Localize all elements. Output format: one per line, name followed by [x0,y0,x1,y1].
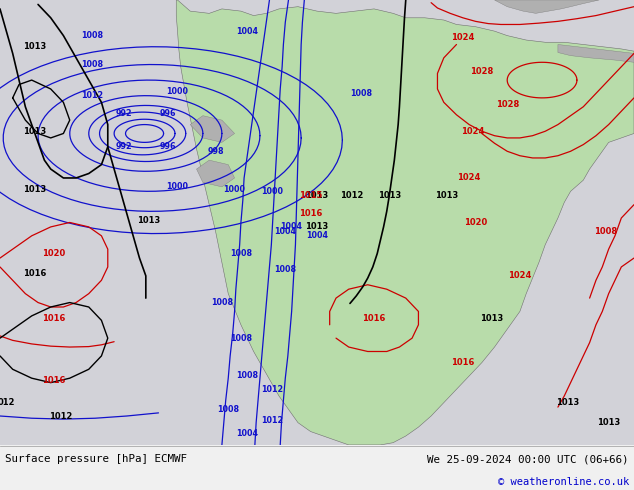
Text: 1012: 1012 [49,412,72,420]
Text: 1008: 1008 [351,89,372,98]
Text: 992: 992 [115,109,132,118]
Polygon shape [495,0,599,13]
Text: 1013: 1013 [23,185,46,194]
Text: 1013: 1013 [306,222,328,231]
Text: 1000: 1000 [224,185,245,194]
Text: 1013: 1013 [556,398,579,407]
Polygon shape [197,160,235,187]
Text: 1020: 1020 [42,249,65,258]
Text: 1000: 1000 [167,87,188,96]
Text: 1004: 1004 [306,231,328,240]
Text: 1008: 1008 [230,249,252,258]
Text: 1016: 1016 [451,358,474,367]
Text: 1008: 1008 [217,405,239,414]
Text: 996: 996 [160,109,176,118]
Text: 1024: 1024 [461,127,484,136]
Text: 1012: 1012 [81,91,103,100]
Text: 1013: 1013 [480,314,503,322]
Text: 1000: 1000 [167,182,188,192]
Text: 1013: 1013 [378,191,401,200]
Text: 1016: 1016 [23,269,46,278]
Text: 1012: 1012 [262,416,283,425]
Text: 1013: 1013 [306,191,328,200]
Text: 1024: 1024 [458,173,481,182]
Text: 1004: 1004 [236,26,258,36]
Text: 1016: 1016 [299,209,322,218]
Text: 1012: 1012 [340,191,363,200]
Text: 1013: 1013 [23,127,46,136]
Text: 1008: 1008 [211,298,233,307]
Text: 1024: 1024 [508,271,531,280]
Polygon shape [176,0,634,445]
Text: 1008: 1008 [230,334,252,343]
Text: 1024: 1024 [451,33,474,42]
Text: 992: 992 [115,142,132,151]
Text: 1016: 1016 [42,314,65,322]
Text: 1013: 1013 [436,191,458,200]
Polygon shape [190,116,235,143]
Text: 1013: 1013 [597,418,620,427]
Text: 1008: 1008 [275,265,296,274]
Text: 996: 996 [160,142,176,151]
Text: 1008: 1008 [81,60,103,69]
Text: 1020: 1020 [464,218,487,227]
Text: 1004: 1004 [281,222,302,231]
Text: 1015: 1015 [299,191,322,200]
Text: © weatheronline.co.uk: © weatheronline.co.uk [498,477,629,487]
Text: 1012: 1012 [262,385,283,394]
Text: 1004: 1004 [236,429,258,438]
Text: 1013: 1013 [138,216,160,225]
Text: 1008: 1008 [236,371,258,380]
Text: 1028: 1028 [496,100,519,109]
Text: 012: 012 [0,398,15,407]
Text: 998: 998 [207,147,224,156]
Text: Surface pressure [hPa] ECMWF: Surface pressure [hPa] ECMWF [5,454,187,465]
Text: 1016: 1016 [42,376,65,385]
Text: 1008: 1008 [81,31,103,40]
Text: We 25-09-2024 00:00 UTC (06+66): We 25-09-2024 00:00 UTC (06+66) [427,454,629,465]
Polygon shape [558,45,634,62]
Text: 1013: 1013 [23,42,46,51]
Text: 1008: 1008 [594,227,617,236]
Text: 1000: 1000 [262,187,283,196]
Text: 1016: 1016 [363,314,385,322]
Text: 1028: 1028 [470,67,493,75]
Text: 1004: 1004 [275,227,296,236]
